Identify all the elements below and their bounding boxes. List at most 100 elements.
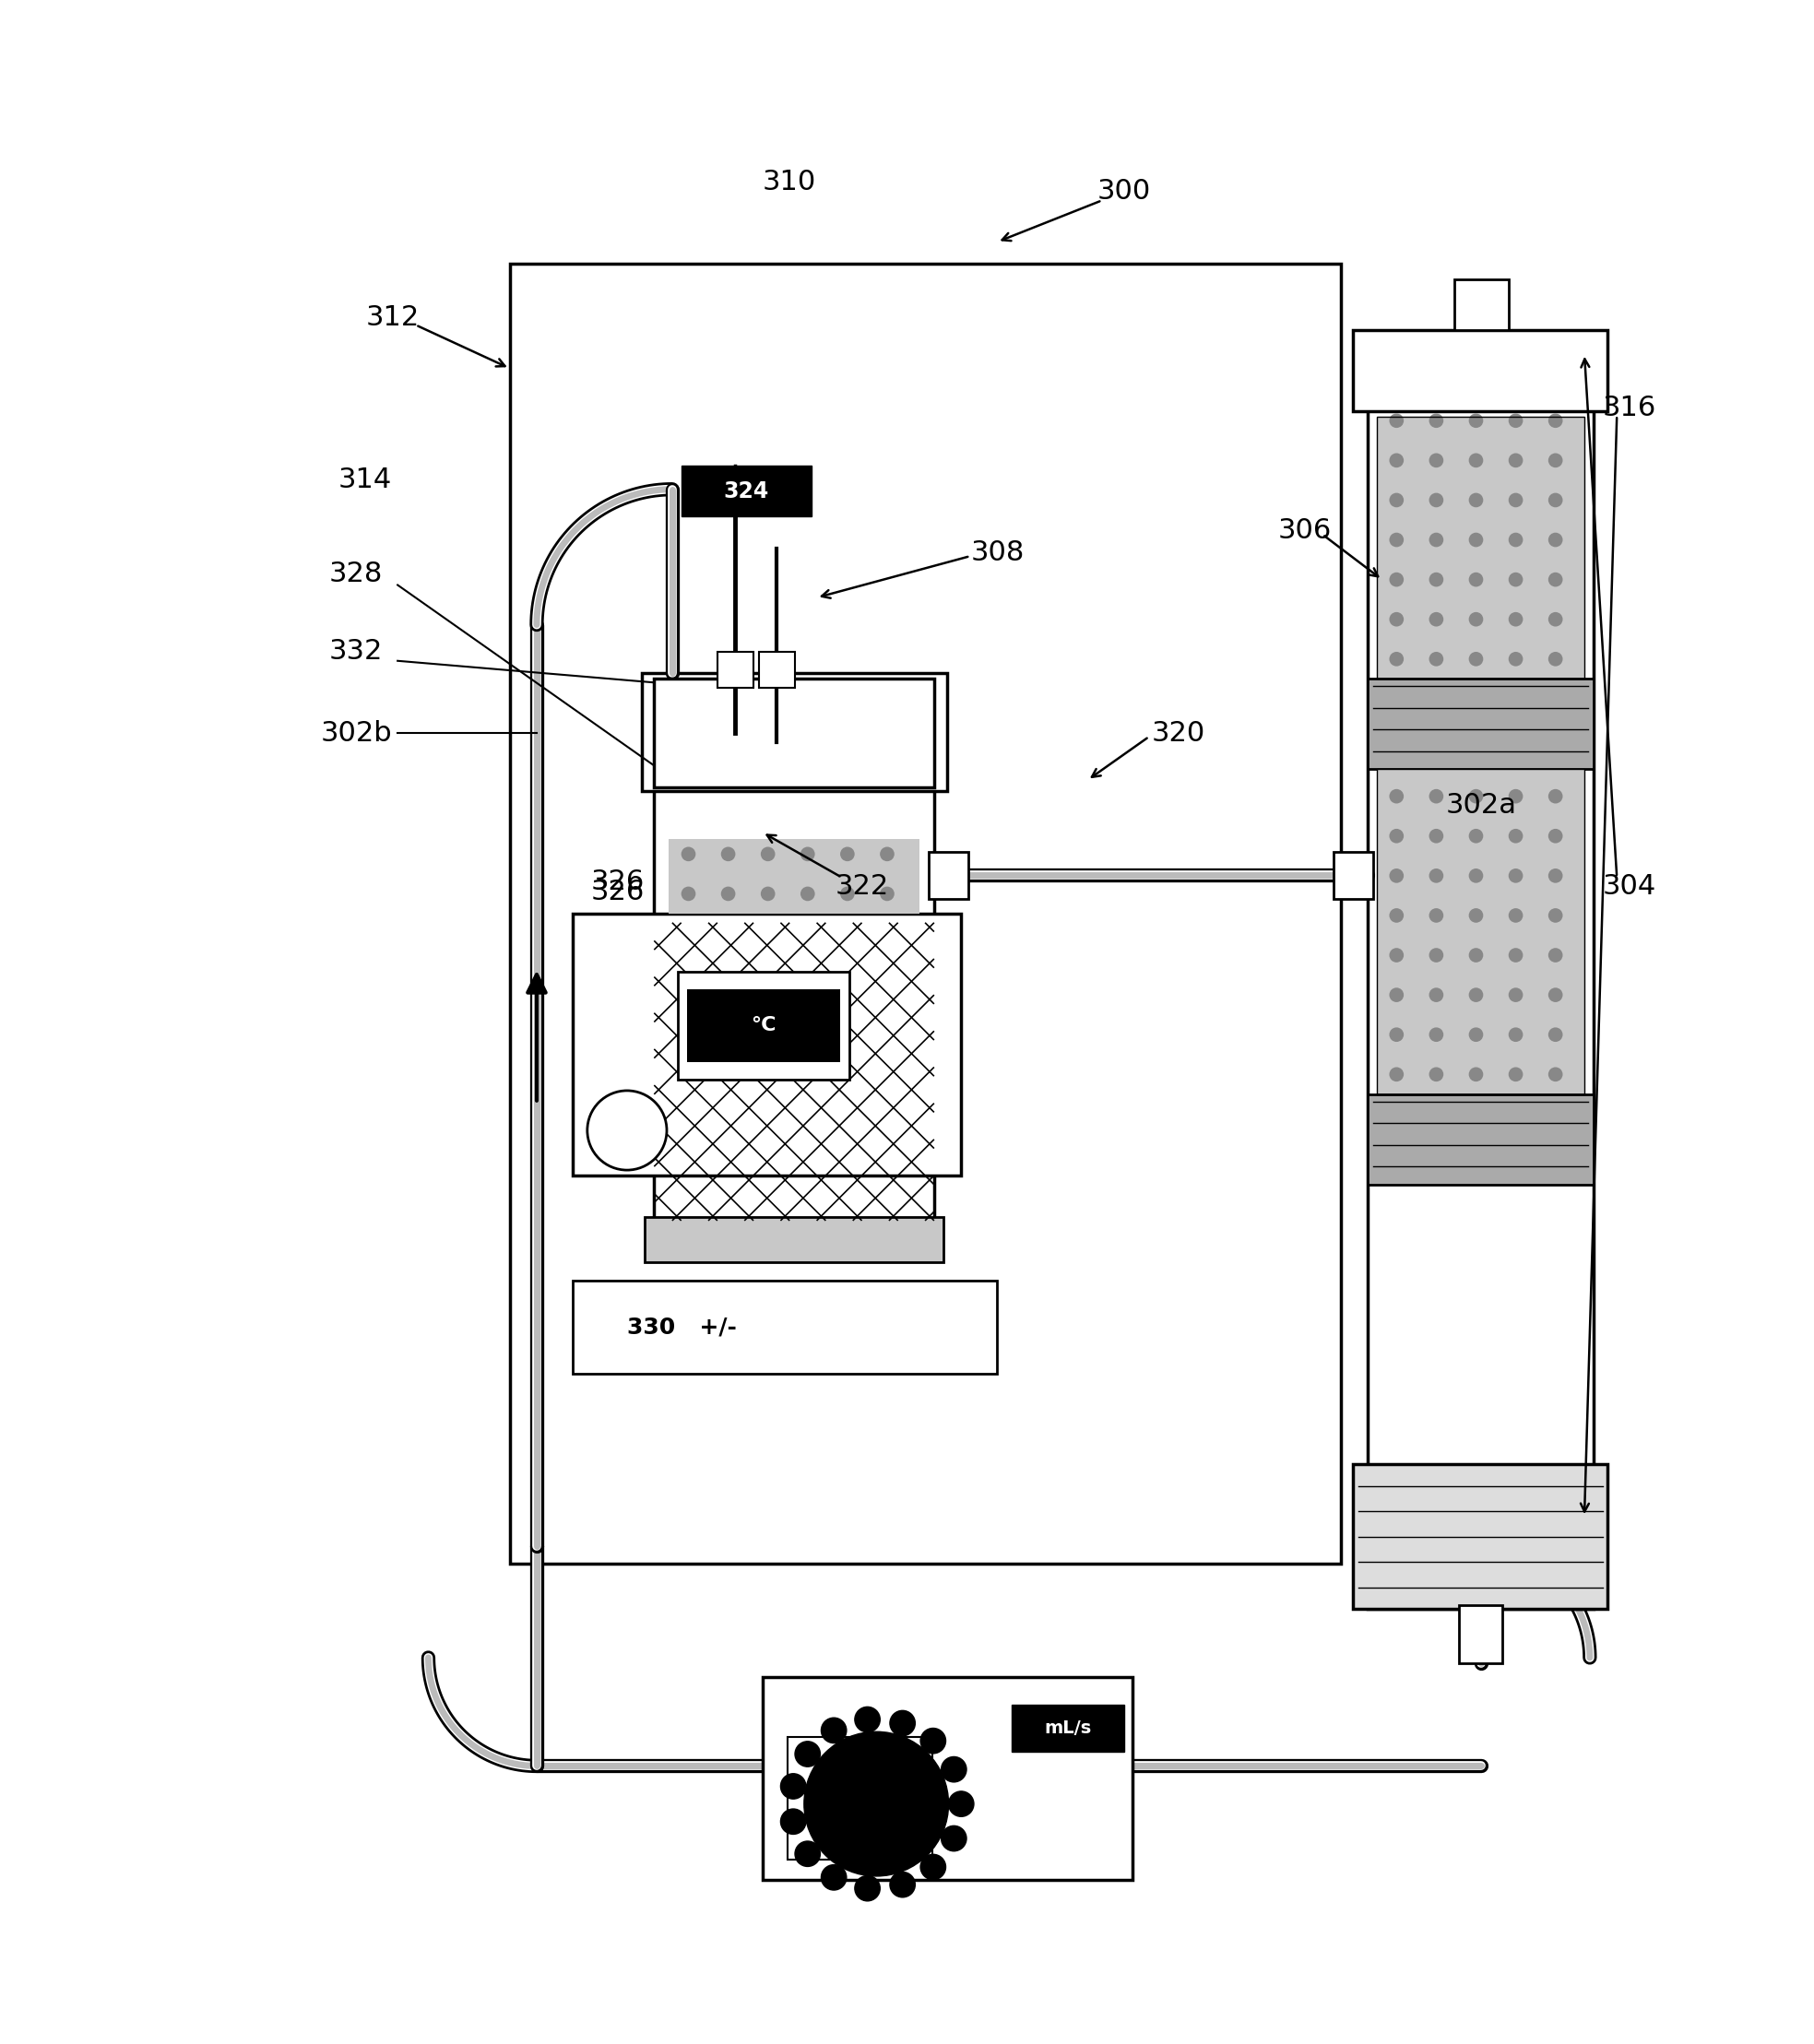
Circle shape (1390, 413, 1404, 427)
Bar (655, 922, 934, 1220)
Circle shape (720, 846, 735, 861)
Circle shape (1547, 869, 1562, 883)
Circle shape (804, 1731, 949, 1876)
Circle shape (1429, 789, 1444, 803)
Circle shape (1509, 987, 1524, 1002)
Circle shape (1429, 869, 1444, 883)
Circle shape (1390, 572, 1404, 587)
Circle shape (1469, 948, 1484, 963)
Circle shape (1469, 908, 1484, 922)
Circle shape (1509, 1028, 1524, 1042)
Circle shape (1469, 572, 1484, 587)
Circle shape (1429, 493, 1444, 507)
Circle shape (1429, 948, 1444, 963)
Circle shape (682, 846, 695, 861)
Circle shape (1390, 533, 1404, 548)
Circle shape (1390, 493, 1404, 507)
Circle shape (1547, 454, 1562, 468)
Bar (1458, 1605, 1502, 1664)
Circle shape (920, 1854, 945, 1880)
Text: 332: 332 (328, 638, 383, 664)
Circle shape (1547, 987, 1562, 1002)
Circle shape (1509, 611, 1524, 628)
Bar (1455, 280, 1509, 331)
Bar (669, 840, 920, 914)
Text: 306: 306 (1277, 517, 1331, 544)
Circle shape (854, 1876, 880, 1901)
Circle shape (1469, 1067, 1484, 1081)
Circle shape (1509, 789, 1524, 803)
Circle shape (1469, 533, 1484, 548)
Circle shape (1509, 948, 1524, 963)
Text: 300: 300 (1097, 178, 1150, 204)
Circle shape (1469, 493, 1484, 507)
Circle shape (1390, 652, 1404, 666)
Circle shape (795, 1842, 820, 1866)
Bar (1377, 769, 1584, 1094)
Circle shape (891, 1711, 916, 1735)
Bar (762, 1678, 1132, 1880)
Circle shape (1509, 572, 1524, 587)
Circle shape (854, 1707, 880, 1731)
Text: 312: 312 (365, 305, 419, 331)
Bar (1353, 331, 1607, 411)
Circle shape (1429, 454, 1444, 468)
Bar (1377, 417, 1584, 679)
Circle shape (840, 887, 854, 901)
Circle shape (780, 1809, 805, 1833)
Text: 330   +/-: 330 +/- (628, 1316, 736, 1339)
Circle shape (840, 846, 854, 861)
Circle shape (795, 1741, 820, 1766)
Bar (1368, 679, 1593, 769)
Bar (1012, 1705, 1123, 1752)
Circle shape (1429, 1067, 1444, 1081)
Circle shape (1469, 413, 1484, 427)
Circle shape (760, 846, 775, 861)
Circle shape (1429, 828, 1444, 844)
Bar (642, 672, 947, 791)
Bar (1333, 852, 1373, 899)
Circle shape (1509, 493, 1524, 507)
Circle shape (1390, 1028, 1404, 1042)
Circle shape (1429, 908, 1444, 922)
Bar (787, 1737, 932, 1860)
Circle shape (1547, 652, 1562, 666)
Circle shape (822, 1717, 847, 1744)
Text: °C: °C (751, 1016, 776, 1034)
Circle shape (1469, 1028, 1484, 1042)
Circle shape (760, 887, 775, 901)
Text: 308: 308 (970, 540, 1025, 566)
Circle shape (682, 887, 695, 901)
Bar (1377, 769, 1584, 1094)
Circle shape (1509, 454, 1524, 468)
Text: 328: 328 (328, 560, 383, 587)
Text: 326: 326 (591, 879, 644, 905)
Circle shape (1547, 1028, 1562, 1042)
Circle shape (1547, 533, 1562, 548)
Bar (1368, 345, 1593, 1609)
Bar (646, 1216, 943, 1263)
Text: 320: 320 (1152, 719, 1204, 746)
Circle shape (1429, 533, 1444, 548)
Circle shape (1390, 828, 1404, 844)
Text: 310: 310 (762, 170, 816, 196)
Bar (573, 1280, 998, 1374)
Circle shape (1469, 454, 1484, 468)
Circle shape (1390, 948, 1404, 963)
Bar (682, 466, 811, 517)
Circle shape (780, 1774, 805, 1799)
Circle shape (1509, 828, 1524, 844)
Text: mL/s: mL/s (1045, 1719, 1092, 1737)
Circle shape (1509, 533, 1524, 548)
Circle shape (1429, 572, 1444, 587)
Circle shape (880, 846, 894, 861)
Text: 314: 314 (337, 466, 392, 493)
Bar (669, 840, 920, 914)
Bar (1377, 417, 1584, 679)
Circle shape (1509, 869, 1524, 883)
Circle shape (1547, 948, 1562, 963)
Circle shape (880, 887, 894, 901)
Circle shape (1547, 828, 1562, 844)
Circle shape (720, 887, 735, 901)
Circle shape (1509, 652, 1524, 666)
